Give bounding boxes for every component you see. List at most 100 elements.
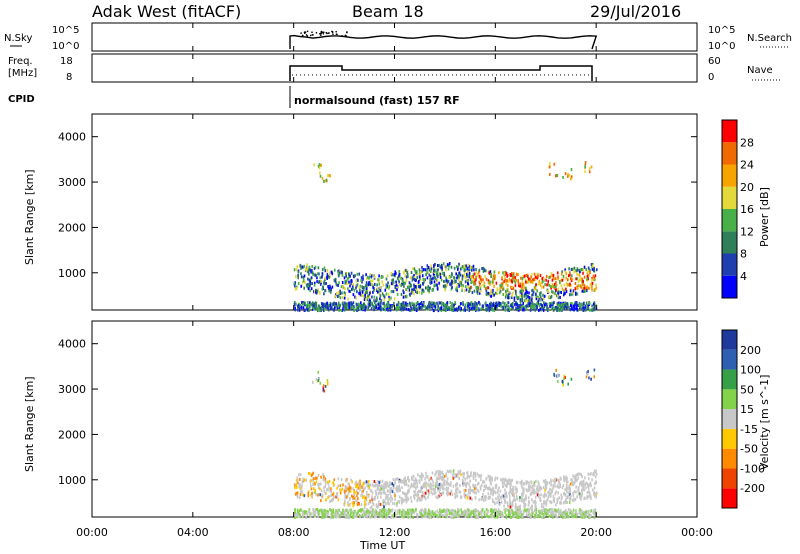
velocity-colorbar-tick: -15 <box>740 423 758 436</box>
radar-cell <box>362 277 364 281</box>
radar-cell <box>380 301 382 305</box>
radar-cell <box>344 485 347 489</box>
radar-cell <box>570 478 572 482</box>
radar-cell <box>566 480 569 484</box>
radar-cell <box>297 308 299 312</box>
radar-cell <box>452 308 455 312</box>
radar-cell <box>373 515 376 519</box>
radar-cell <box>355 279 358 283</box>
radar-cell <box>358 272 360 276</box>
radar-cell <box>419 276 421 280</box>
radar-cell <box>307 301 309 304</box>
radar-cell <box>306 307 308 311</box>
radar-cell <box>413 485 416 489</box>
radar-cell <box>479 510 481 514</box>
radar-cell <box>514 498 517 502</box>
radar-cell <box>332 508 335 512</box>
radar-cell <box>421 508 423 512</box>
radar-cell <box>547 290 550 294</box>
radar-cell <box>458 284 460 288</box>
radar-cell <box>492 288 494 292</box>
radar-cell <box>532 290 535 294</box>
radar-cell <box>469 489 472 493</box>
radar-cell <box>466 511 468 515</box>
radar-cell <box>445 472 447 476</box>
radar-cell <box>412 267 414 271</box>
radar-cell <box>557 510 560 514</box>
radar-cell <box>574 301 577 305</box>
radar-cell <box>587 472 590 476</box>
radar-cell <box>465 484 468 488</box>
radar-cell <box>587 513 590 517</box>
radar-cell <box>392 483 395 487</box>
radar-cell <box>531 280 533 284</box>
radar-cell <box>445 474 448 478</box>
radar-cell <box>389 308 392 312</box>
radar-cell <box>351 494 353 498</box>
radar-cell <box>546 498 549 502</box>
radar-cell <box>508 290 510 294</box>
radar-cell <box>545 278 547 282</box>
radar-cell <box>589 271 591 274</box>
radar-cell <box>530 480 532 484</box>
radar-cell <box>572 304 575 308</box>
radar-cell <box>581 515 584 519</box>
radar-cell <box>582 488 584 492</box>
radar-cell <box>427 512 429 516</box>
radar-cell <box>394 481 396 485</box>
velocity-colorbar-segment <box>722 369 737 390</box>
radar-cell <box>446 477 449 481</box>
radar-cell <box>362 274 364 278</box>
nsky-panel: N.Sky 10^5 10^0 10^5 10^0 N.Search <box>4 22 792 52</box>
radar-cell <box>564 488 566 492</box>
radar-cell <box>436 304 439 308</box>
radar-cell <box>348 273 350 277</box>
radar-cell <box>572 508 575 512</box>
radar-cell <box>368 276 370 280</box>
radar-cell <box>340 511 342 514</box>
radar-cell <box>557 491 559 495</box>
radar-cell <box>346 279 348 283</box>
radar-cell <box>505 513 507 517</box>
radar-cell <box>433 269 435 273</box>
radar-cell <box>572 474 574 478</box>
radar-cell <box>522 494 524 497</box>
radar-cell <box>585 481 587 485</box>
radar-cell <box>370 274 373 278</box>
radar-cell <box>318 483 320 486</box>
radar-cell <box>517 280 520 284</box>
radar-cell <box>555 503 557 507</box>
radar-cell <box>564 515 567 519</box>
radar-cell <box>375 491 378 495</box>
radar-cell <box>569 271 571 275</box>
radar-cell <box>386 284 388 288</box>
radar-cell <box>502 305 504 309</box>
radar-cell <box>458 262 460 266</box>
radar-cell <box>366 277 368 281</box>
radar-cell <box>302 511 304 515</box>
radar-cell <box>475 478 477 482</box>
radar-cell <box>339 269 341 273</box>
radar-cell <box>363 302 365 306</box>
radar-cell <box>395 504 398 508</box>
radar-cell <box>372 286 374 290</box>
radar-cell <box>313 163 315 167</box>
velocity-colorbar-segment <box>722 468 737 489</box>
radar-cell <box>382 275 384 279</box>
radar-cell <box>427 307 429 311</box>
radar-cell <box>556 374 559 378</box>
radar-cell <box>355 286 357 290</box>
radar-cell <box>364 296 367 300</box>
radar-cell <box>471 305 474 308</box>
radar-cell <box>367 302 370 306</box>
radar-cell <box>492 509 495 513</box>
radar-cell <box>547 282 549 286</box>
radar-cell <box>329 270 332 274</box>
radar-cell <box>372 497 375 501</box>
radar-cell <box>311 265 313 268</box>
x-tick-label: 12:00 <box>379 526 411 539</box>
radar-cell <box>333 308 335 312</box>
radar-cell <box>548 302 551 306</box>
radar-cell <box>318 291 321 295</box>
radar-cell <box>436 301 438 305</box>
